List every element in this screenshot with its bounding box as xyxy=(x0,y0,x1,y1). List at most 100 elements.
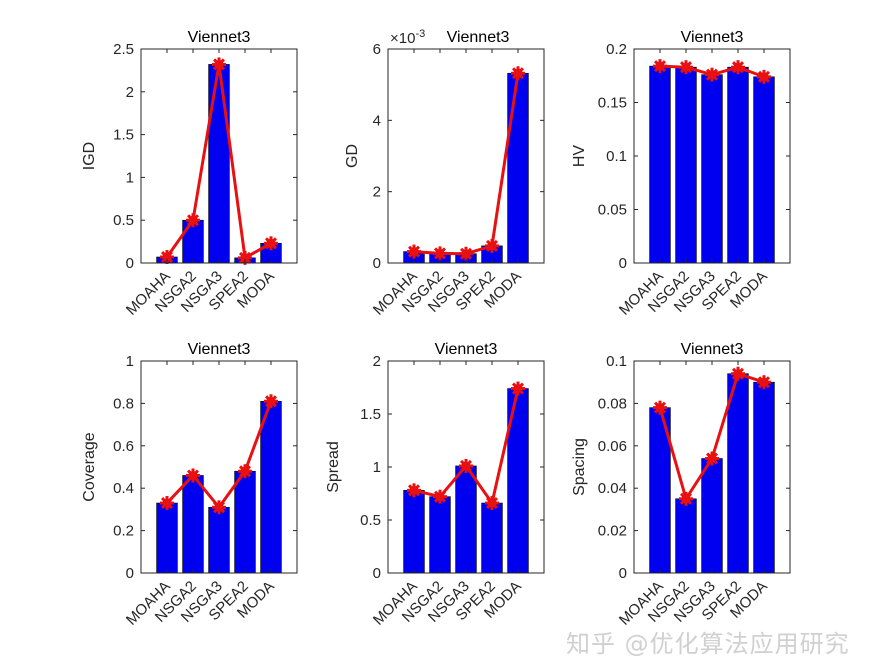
subplot-coverage: 00.20.40.60.81MOAHANSGA2NSGA3SPEA2MODAVi… xyxy=(81,341,298,629)
data-point-marker xyxy=(433,246,447,261)
marker-center xyxy=(188,215,198,225)
marker-center xyxy=(733,369,743,379)
ytick-label: 0.02 xyxy=(598,523,627,540)
ytick-label: 0.1 xyxy=(606,148,627,165)
ytick-label: 0.5 xyxy=(113,212,134,229)
ytick-label: 0 xyxy=(619,565,627,582)
data-point-marker xyxy=(264,236,278,251)
data-point-marker xyxy=(511,66,525,81)
ytick-label: 0 xyxy=(619,255,627,272)
marker-center xyxy=(266,396,276,406)
data-point-marker xyxy=(731,366,745,381)
ytick-label: 0.1 xyxy=(606,353,627,370)
data-point-marker xyxy=(705,67,719,82)
data-point-marker xyxy=(757,375,771,390)
marker-center xyxy=(461,249,471,259)
ytick-label: 1.5 xyxy=(360,406,381,423)
watermark: 知乎 @优化算法应用研究 xyxy=(566,630,850,658)
bar xyxy=(649,65,671,264)
marker-center xyxy=(188,470,198,480)
marker-center xyxy=(162,252,172,262)
marker-center xyxy=(707,454,717,464)
data-point-marker xyxy=(757,69,771,84)
data-point-marker xyxy=(679,491,693,506)
bar xyxy=(156,502,178,574)
bar xyxy=(675,498,697,574)
y-axis-label: IGD xyxy=(81,142,98,170)
marker-center xyxy=(759,377,769,387)
marker-center xyxy=(214,502,224,512)
marker-center xyxy=(707,70,717,80)
data-point-marker xyxy=(485,238,499,253)
chart-title: Viennet3 xyxy=(435,341,498,358)
marker-center xyxy=(655,403,665,413)
marker-center xyxy=(513,384,523,394)
ytick-label: 2 xyxy=(373,353,381,370)
data-point-marker xyxy=(212,57,226,72)
chart-title: Viennet3 xyxy=(188,341,251,358)
ytick-label: 0 xyxy=(126,255,134,272)
data-point-marker xyxy=(653,59,667,74)
exponent-base: ×10 xyxy=(390,30,415,47)
ytick-label: 0 xyxy=(373,565,381,582)
data-point-marker xyxy=(679,60,693,75)
exponent-power: -3 xyxy=(415,28,425,40)
marker-center xyxy=(759,72,769,82)
bar xyxy=(208,64,230,264)
bar xyxy=(481,502,503,574)
marker-center xyxy=(409,485,419,495)
chart-title: Viennet3 xyxy=(681,341,744,358)
marker-center xyxy=(240,466,250,476)
bar xyxy=(429,496,451,574)
marker-center xyxy=(487,241,497,251)
data-point-marker xyxy=(186,468,200,483)
ytick-label: 0 xyxy=(126,565,134,582)
bar xyxy=(701,458,723,574)
data-point-marker xyxy=(511,381,525,396)
data-point-marker xyxy=(459,246,473,261)
ytick-label: 1 xyxy=(126,169,134,186)
marker-center xyxy=(655,61,665,71)
marker-center xyxy=(461,461,471,471)
ytick-label: 0.2 xyxy=(606,41,627,58)
subplot-spacing: 00.020.040.060.080.1MOAHANSGA2NSGA3SPEA2… xyxy=(571,341,791,629)
ytick-label: 1 xyxy=(373,459,381,476)
data-point-marker xyxy=(705,451,719,466)
ytick-label: 1 xyxy=(126,353,134,370)
bar xyxy=(507,72,529,264)
data-point-marker xyxy=(653,400,667,415)
ytick-label: 0.08 xyxy=(598,395,627,412)
y-axis-label: Coverage xyxy=(81,432,98,501)
marker-center xyxy=(435,248,445,258)
ytick-label: 6 xyxy=(373,41,381,58)
marker-center xyxy=(214,59,224,69)
bar xyxy=(182,475,204,574)
ytick-label: 4 xyxy=(373,112,381,129)
data-point-marker xyxy=(731,60,745,75)
ytick-label: 0.05 xyxy=(598,202,627,219)
ytick-label: 0.04 xyxy=(598,480,627,497)
bar xyxy=(727,66,749,264)
ytick-label: 0.5 xyxy=(360,512,381,529)
subplot-gd: 0246MOAHANSGA2NSGA3SPEA2MODAViennet3GD×1… xyxy=(344,28,545,319)
y-axis-label: Spread xyxy=(325,441,342,493)
chart-title: Viennet3 xyxy=(188,29,251,46)
marker-center xyxy=(266,238,276,248)
marker-center xyxy=(733,62,743,72)
bar xyxy=(260,400,282,574)
data-point-marker xyxy=(264,394,278,409)
ytick-label: 2.5 xyxy=(113,41,134,58)
y-axis-label: Spacing xyxy=(571,438,588,496)
bar xyxy=(753,76,775,264)
ytick-label: 2 xyxy=(126,84,134,101)
data-point-marker xyxy=(160,496,174,511)
data-point-marker xyxy=(459,458,473,473)
marker-center xyxy=(240,253,250,263)
ytick-label: 0.8 xyxy=(113,395,134,412)
data-point-marker xyxy=(238,464,252,479)
ytick-label: 0.15 xyxy=(598,95,627,112)
ytick-label: 0.4 xyxy=(113,480,134,497)
chart-title: Viennet3 xyxy=(681,29,744,46)
subplot-hv: 00.050.10.150.2MOAHANSGA2NSGA3SPEA2MODAV… xyxy=(571,29,791,319)
